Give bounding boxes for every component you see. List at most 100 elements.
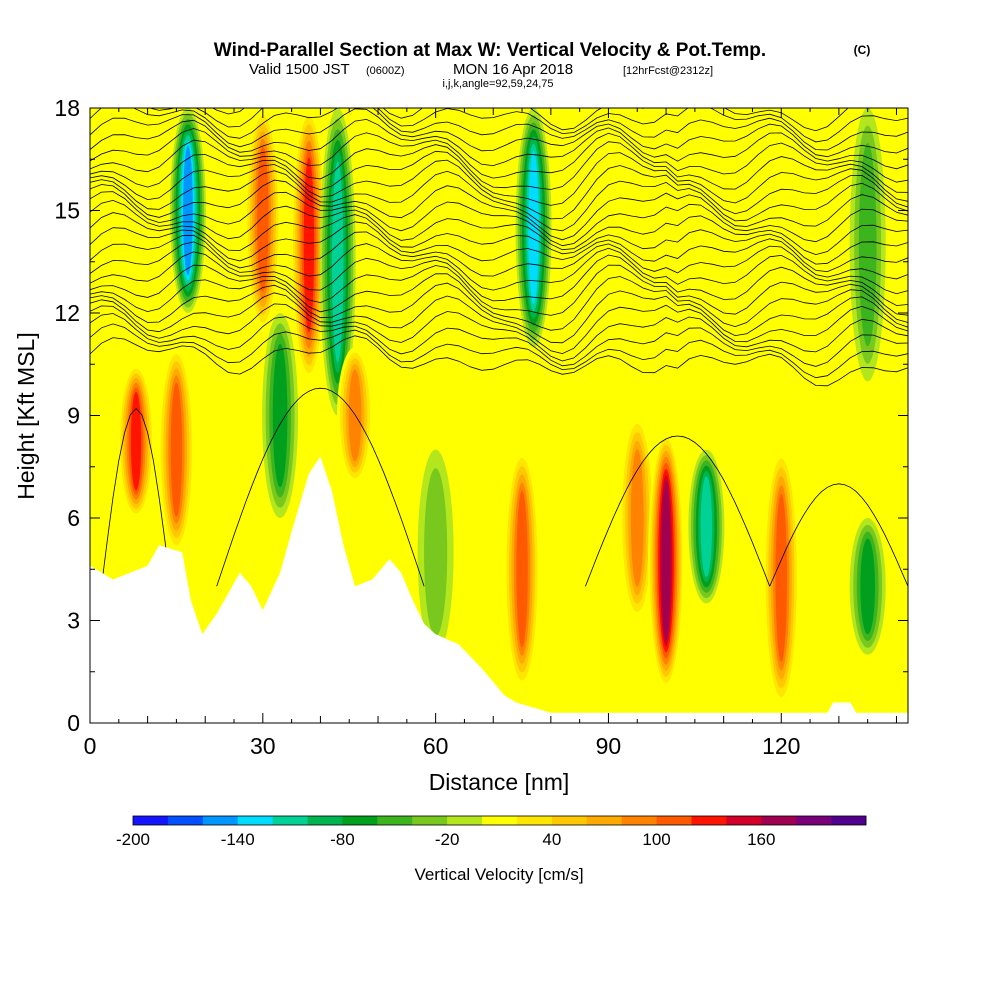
x-axis-label: Distance [nm] [429,769,570,795]
velocity-cell-10 [504,449,541,689]
vertical-velocity-field [118,108,886,706]
theta-contour [90,108,908,151]
colorbar-frame [132,815,867,826]
theta-contour [90,241,908,295]
velocity-band [272,343,288,488]
subtitle-valid-time: Valid 1500 JST [249,61,350,78]
colorbar-label: Vertical Velocity [cm/s] [414,865,583,884]
theta-contour [90,212,908,265]
theta-contour [90,199,908,256]
velocity-cell-15 [849,518,886,655]
colorbar-swatch [447,816,483,825]
theta-contour [90,231,908,280]
velocity-band [700,476,713,577]
velocity-cell-7 [336,347,373,484]
x-axis: 0 30 60 90 120 [84,108,897,759]
theta-contour [90,139,908,193]
colorbar: -200 -140 -80 -20 40 100 160 [116,815,867,849]
velocity-cell-16 [849,108,886,382]
x-tick-label: 90 [596,733,622,759]
theta-contour [90,313,908,367]
theta-contour [148,108,908,143]
colorbar-swatch [656,816,692,825]
theta-contour [90,292,908,355]
ijk-angle-line: i,j,k,angle=92,59,24,75 [442,78,553,90]
velocity-cell-9 [515,108,552,348]
y-axis-label: Height [Kft MSL] [13,332,39,499]
colorbar-swatch [342,816,378,825]
velocity-band [424,468,448,637]
theta-contour [90,221,908,273]
colorbar-swatch [726,816,762,825]
y-tick-label: 15 [54,198,80,224]
theta-contour [90,128,908,183]
theta-contour [211,108,849,132]
colorbar-tick-label: 40 [542,830,561,849]
velocity-cell-3 [244,108,281,331]
colorbar-swatch [133,816,169,825]
velocity-band [170,382,183,517]
velocity-band [348,369,362,462]
colorbar-swatch [761,816,797,825]
velocity-band [528,151,539,305]
velocity-cell-11 [619,415,656,621]
velocity-band [775,494,787,662]
velocity-cell-0 [118,364,155,518]
theta-contour [90,170,908,232]
theta-contour [90,273,908,331]
colorbar-swatch [516,816,553,825]
colorbar-tick-label: 100 [642,830,670,849]
y-tick-label: 0 [67,710,80,736]
x-tick-label: 120 [762,733,800,759]
colorbar-tick-label: -200 [116,830,150,849]
theta-contour [585,435,771,587]
colorbar-swatch [377,816,413,825]
velocity-cell-14 [763,449,800,706]
plot-area [90,108,908,723]
velocity-band [516,491,528,648]
colorbar-tick-label: 160 [747,830,775,849]
terrain-mask [90,456,908,723]
colorbar-swatch [307,816,343,825]
velocity-cell-4 [262,313,299,518]
x-tick-label: 30 [250,733,276,759]
theta-contour [90,323,908,379]
chart-subtitle: Valid 1500 JST (0600Z) MON 16 Apr 2018 [… [249,61,713,78]
velocity-band [303,157,315,333]
y-tick-label: 12 [54,300,80,326]
velocity-cell-12 [648,432,685,689]
colorbar-swatch [412,816,448,825]
theta-contour [101,408,171,587]
subtitle-date: MON 16 Apr 2018 [453,61,573,78]
colorbar-swatch [167,816,204,825]
colorbar-swatch [482,816,518,825]
subtitle-utc-time: (0600Z) [366,65,405,77]
colorbar-swatch [831,816,867,825]
velocity-band [661,481,671,641]
x-tick-label: 0 [84,733,97,759]
colorbar-swatch [272,816,308,825]
theta-contour [90,150,908,206]
y-tick-label: 6 [67,505,80,531]
velocity-cell-1 [158,347,195,553]
theta-contour [90,251,908,306]
theta-contour [90,303,908,362]
subtitle-forecast: [12hrFcst@2312z] [623,65,713,77]
x-tick-label: 60 [423,733,449,759]
theta-contour [90,264,908,316]
velocity-band [130,391,142,491]
velocity-band [860,538,876,635]
velocity-cell-13 [688,449,725,604]
velocity-band [630,449,644,587]
copyright-mark: (C) [854,43,871,57]
velocity-cell-5 [290,108,327,382]
y-tick-label: 3 [67,608,80,634]
colorbar-swatch [237,816,273,825]
colorbar-swatch [691,816,727,825]
y-tick-label: 18 [54,95,80,121]
colorbar-tick-label: -140 [221,830,255,849]
theta-contour [216,387,425,587]
y-tick-label: 9 [67,403,80,429]
velocity-cell-8 [417,449,454,655]
colorbar-swatch [796,816,832,825]
